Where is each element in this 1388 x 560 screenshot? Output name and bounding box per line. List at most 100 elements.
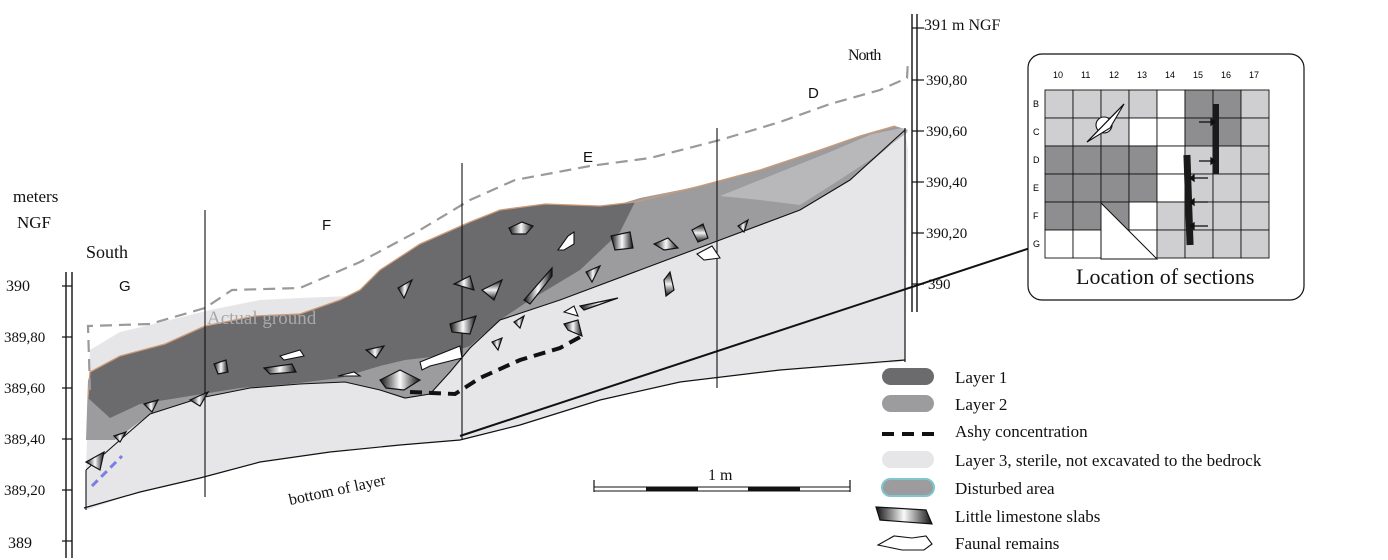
grid-cell [1156,173,1186,203]
grid-cell [1072,229,1102,259]
legend-item-layer-1: Layer 1 [882,368,1007,387]
grid-cell [1240,229,1270,259]
left-axis: meters NGF 390 389,80 389,60 389,40 389,… [4,187,73,558]
legend-label: Layer 2 [955,395,1007,414]
cross-section: G F E D South North Actual ground bottom… [83,47,910,510]
compass-icon [1086,103,1125,143]
scale-bar-label: 1 m [708,467,733,484]
legend-item-slab: Little limestone slabs [875,506,1100,526]
grid-cell [1128,145,1158,175]
right-tick-label: 390,20 [926,226,967,242]
legend-item-disturbed: Disturbed area [881,478,1055,498]
grid-column-label: 16 [1221,70,1231,80]
section-letter-d: D [808,85,819,102]
bottom-line [83,359,906,509]
section-letter-g: G [119,278,131,295]
legend-label: Layer 1 [955,368,1007,387]
grid-cell [1100,173,1130,203]
legend: Layer 1 Layer 2 Ashy concentration Layer… [875,368,1262,553]
bottom-of-layer-label: bottom of layer [287,472,388,509]
grid-cell [1072,201,1102,231]
legend-label: Ashy concentration [955,422,1088,441]
grid-cell [1044,89,1074,119]
legend-item-fauna: Faunal remains [876,534,1059,553]
grid-cell [1100,145,1130,175]
grid-column-label: 17 [1249,70,1259,80]
grid-column-label: 10 [1053,70,1063,80]
legend-item-ashy: Ashy concentration [882,422,1088,441]
left-tick-label: 389,20 [4,483,45,499]
grid-cell [1156,145,1186,175]
grid-cell [1240,201,1270,231]
legend-label: Little limestone slabs [955,507,1100,526]
grid-cell [1044,117,1074,147]
right-tick-label: 390,80 [926,73,967,89]
grid-cell [1184,89,1214,119]
right-axis-top-label: 391 m NGF [924,17,1001,34]
north-label: North [848,47,881,64]
grid-cell [1156,117,1186,147]
grid-column-label: 14 [1165,70,1175,80]
surface-line [87,125,896,399]
disturbed-area-mark [90,454,124,488]
right-tick-label: 390,60 [926,124,967,140]
grid-cell [1072,173,1102,203]
actual-ground-line [86,59,910,391]
right-tick-label: 390,40 [926,175,967,191]
grid-row-label: D [1033,155,1040,165]
grid-cell [1072,145,1102,175]
section-letter-e: E [583,149,593,166]
location-map-triangle [1100,201,1159,260]
grid-cell [1128,89,1158,119]
right-tick-label: 390 [928,277,951,293]
grid-cell [1044,229,1074,259]
grid-cell [1072,89,1102,119]
grid-cell [1156,229,1186,259]
actual-ground-label: Actual ground [207,308,317,329]
section-bar-upper [1213,104,1219,174]
section-letter-f: F [322,217,331,234]
right-axis: 391 m NGF 390,80 390,60 390,40 390,20 39… [911,14,1001,312]
grid-cell [1044,145,1074,175]
grid-cell [1044,173,1074,203]
grid-cell [1156,89,1186,119]
scale-bar: 1 m [593,467,851,492]
left-tick-label: 389,80 [4,330,45,346]
section-arrows [1188,117,1217,231]
location-map-labels: B C D E F G 10 11 12 13 14 15 16 17 [1033,70,1259,249]
grid-cell [1156,201,1186,231]
left-tick-label: 389,60 [4,381,45,397]
left-tick-label: 389,40 [4,432,45,448]
grid-row-label: G [1033,239,1040,249]
grid-cell [1128,201,1158,231]
grid-column-label: 13 [1137,70,1147,80]
south-label: South [86,242,128,262]
faunal-remains [278,230,721,377]
location-map-caption: Location of sections [1076,264,1254,289]
grid-column-label: 11 [1081,70,1090,80]
layer-3-top-patch [720,128,908,205]
left-tick-label: 390 [6,278,30,295]
grid-cell [1240,89,1270,119]
grid-cell [1128,173,1158,203]
grid-cell [1212,201,1242,231]
legend-label: Faunal remains [955,534,1059,553]
grid-cell [1044,201,1074,231]
grid-cell [1184,117,1214,147]
grid-cell [1128,117,1158,147]
grid-row-label: F [1033,211,1039,221]
grid-column-label: 15 [1193,70,1203,80]
grid-row-label: C [1033,127,1040,137]
grid-cell [1240,117,1270,147]
legend-label: Disturbed area [955,479,1055,498]
grid-cell [1240,173,1270,203]
left-axis-title-line1: meters [13,187,58,206]
grid-row-label: B [1033,99,1039,109]
legend-item-layer-3: Layer 3, sterile, not excavated to the b… [882,451,1262,470]
location-map: B C D E F G 10 11 12 13 14 15 16 17 Location of secti… [1027,53,1305,301]
limestone-slabs [84,218,750,471]
legend-label: Layer 3, sterile, not excavated to the b… [955,451,1262,470]
grid-cell [1212,229,1242,259]
ashy-concentration-line [409,334,583,397]
